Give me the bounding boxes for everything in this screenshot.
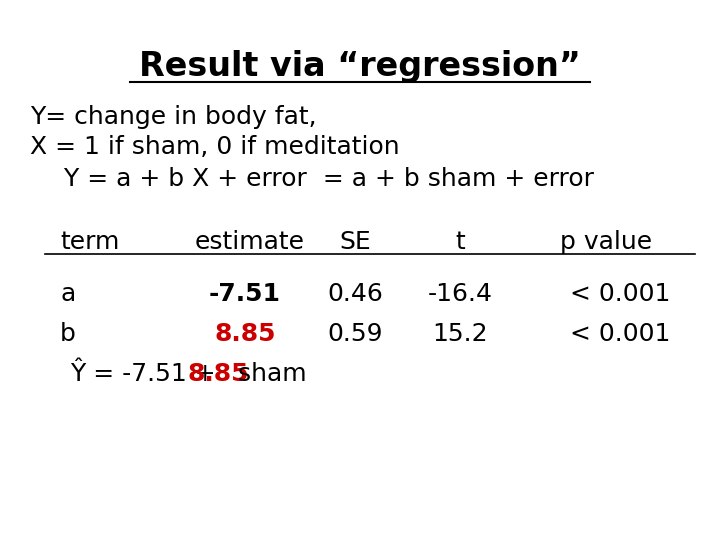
Text: p value: p value [560, 230, 652, 254]
Text: < 0.001: < 0.001 [570, 282, 670, 306]
Text: 8.85: 8.85 [215, 322, 276, 346]
Text: X = 1 if sham, 0 if meditation: X = 1 if sham, 0 if meditation [30, 135, 400, 159]
Text: b: b [60, 322, 76, 346]
Text: 0.59: 0.59 [328, 322, 383, 346]
Text: 15.2: 15.2 [432, 322, 488, 346]
Text: Ŷ = -7.51 +: Ŷ = -7.51 + [70, 362, 224, 386]
Text: term: term [60, 230, 120, 254]
Text: t: t [455, 230, 465, 254]
Text: sham: sham [230, 362, 306, 386]
Text: -16.4: -16.4 [428, 282, 492, 306]
Text: < 0.001: < 0.001 [570, 322, 670, 346]
Text: -7.51: -7.51 [209, 282, 281, 306]
Text: Y= change in body fat,: Y= change in body fat, [30, 105, 317, 129]
Text: estimate: estimate [195, 230, 305, 254]
Text: a: a [60, 282, 76, 306]
Text: SE: SE [339, 230, 371, 254]
Text: 0.46: 0.46 [327, 282, 383, 306]
Text: Y = a + b X + error  = a + b sham + error: Y = a + b X + error = a + b sham + error [48, 167, 594, 191]
Text: Result via “regression”: Result via “regression” [139, 50, 581, 83]
Text: 8.85: 8.85 [188, 362, 249, 386]
